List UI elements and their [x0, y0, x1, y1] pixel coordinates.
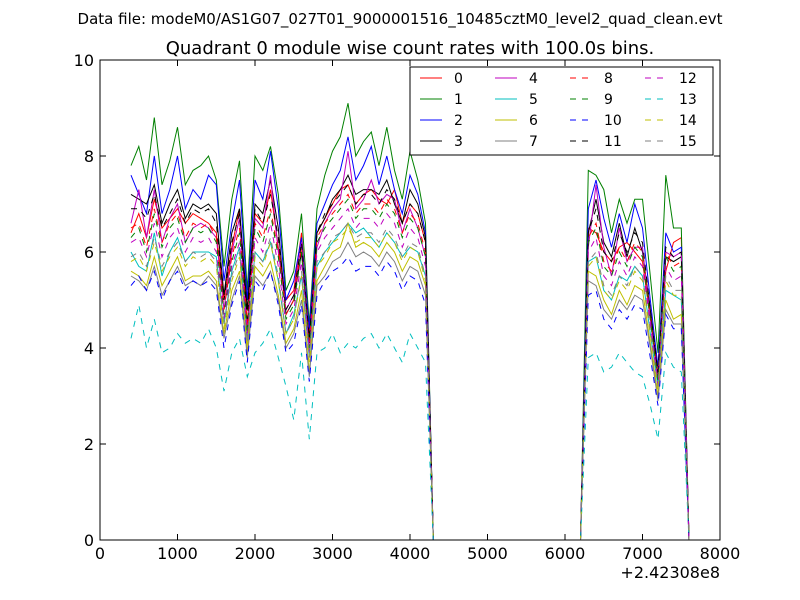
series-line-2: [130, 136, 690, 540]
series-line-8: [130, 193, 690, 540]
series-line-13: [130, 304, 690, 540]
x-tick-label: 3000: [312, 544, 353, 563]
series-line-9: [130, 198, 690, 540]
legend-label-10: 10: [604, 113, 622, 129]
legend-label-1: 1: [454, 92, 463, 108]
y-tick-label: 4: [84, 339, 94, 358]
series-line-4: [130, 151, 690, 540]
legend-label-5: 5: [529, 92, 538, 108]
legend-frame: [409, 66, 714, 156]
x-offset-label: +2.42308e8: [620, 563, 720, 582]
legend-label-7: 7: [529, 134, 538, 150]
legend-label-12: 12: [679, 71, 697, 87]
legend-label-11: 11: [604, 134, 622, 150]
legend-label-15: 15: [679, 134, 697, 150]
legend-label-0: 0: [454, 71, 463, 87]
series-line-10: [130, 255, 690, 540]
x-tick-label: 8000: [700, 544, 741, 563]
legend-label-9: 9: [604, 92, 613, 108]
x-tick-label: 5000: [467, 544, 508, 563]
chart-title: Quadrant 0 module wise count rates with …: [166, 38, 655, 59]
y-tick-label: 6: [84, 243, 94, 262]
x-tick-label: 1000: [157, 544, 198, 563]
series-line-7: [130, 241, 690, 540]
series-line-0: [130, 184, 690, 540]
y-tick-label: 10: [74, 51, 94, 70]
y-tick-label: 2: [84, 435, 94, 454]
legend-label-14: 14: [679, 113, 697, 129]
legend-label-2: 2: [454, 113, 463, 129]
series-line-12: [130, 207, 690, 540]
series-line-5: [130, 222, 690, 540]
axes-frame: [99, 59, 721, 541]
legend-label-4: 4: [529, 71, 538, 87]
series-line-11: [131, 183, 690, 540]
x-tick-label: 2000: [235, 544, 276, 563]
series-line-1: [130, 103, 690, 540]
legend-label-3: 3: [454, 134, 463, 150]
x-tick-label: 0: [95, 544, 105, 563]
x-tick-label: 4000: [390, 544, 431, 563]
y-tick-label: 8: [84, 147, 94, 166]
x-tick-label: 7000: [622, 544, 663, 563]
legend-label-6: 6: [529, 113, 538, 129]
series-line-6: [130, 221, 690, 540]
series-line-3: [130, 174, 690, 540]
y-tick-label: 0: [84, 531, 94, 550]
figure-suptitle: Data file: modeM0/AS1G07_027T01_90000015…: [78, 10, 723, 29]
x-tick-label: 6000: [545, 544, 586, 563]
series-line-15: [130, 222, 690, 540]
series-line-14: [130, 227, 690, 540]
legend-label-8: 8: [604, 71, 613, 87]
plot-area: [130, 103, 690, 540]
legend-label-13: 13: [679, 92, 697, 108]
